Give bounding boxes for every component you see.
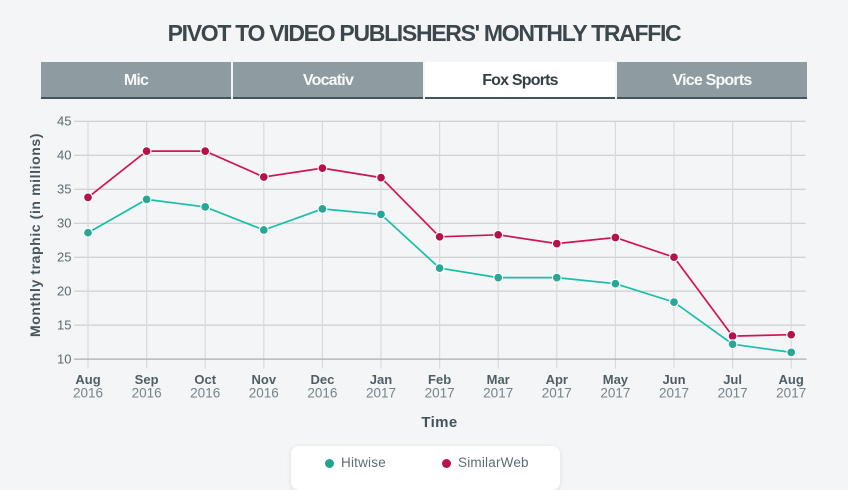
svg-text:Apr: Apr [546,372,568,387]
svg-text:45: 45 [57,114,71,129]
svg-text:35: 35 [57,182,71,197]
svg-text:2017: 2017 [542,385,572,400]
svg-text:2016: 2016 [73,385,103,400]
svg-text:Jul: Jul [723,372,742,387]
svg-text:Jun: Jun [662,372,685,387]
svg-text:2017: 2017 [366,385,396,400]
svg-text:Mar: Mar [487,372,510,387]
svg-text:2017: 2017 [600,385,630,400]
svg-text:25: 25 [57,250,71,265]
svg-text:2017: 2017 [483,385,513,400]
svg-text:Feb: Feb [428,372,451,387]
svg-text:Aug: Aug [75,372,100,387]
svg-text:10: 10 [57,351,71,366]
svg-text:2017: 2017 [425,385,455,400]
svg-text:2017: 2017 [776,385,806,400]
svg-text:2016: 2016 [307,385,337,400]
svg-text:Monthly traphic (in millions): Monthly traphic (in millions) [27,133,43,337]
svg-text:2016: 2016 [132,385,162,400]
svg-text:20: 20 [57,283,71,298]
svg-text:Oct: Oct [194,372,216,387]
svg-text:40: 40 [57,148,71,163]
svg-text:30: 30 [57,216,71,231]
svg-text:2016: 2016 [249,385,279,400]
svg-text:2016: 2016 [190,385,220,400]
svg-text:2017: 2017 [718,385,748,400]
svg-text:Jan: Jan [370,372,392,387]
svg-text:Aug: Aug [779,372,804,387]
svg-text:Sep: Sep [135,372,159,387]
svg-text:Nov: Nov [252,372,277,387]
svg-text:2017: 2017 [659,385,689,400]
svg-text:Dec: Dec [310,372,334,387]
svg-text:15: 15 [57,317,71,332]
svg-text:Time: Time [421,414,457,431]
svg-text:May: May [603,372,629,387]
